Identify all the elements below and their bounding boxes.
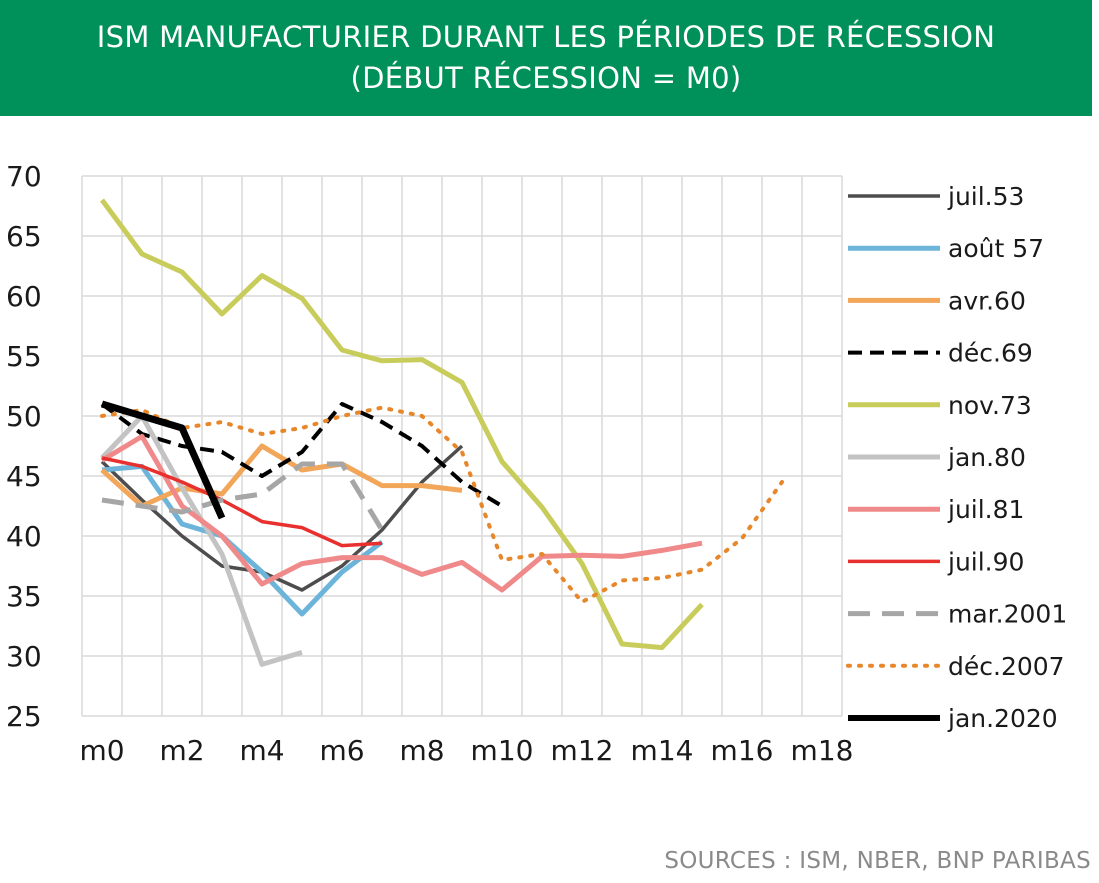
series-line-6 bbox=[100, 433, 703, 593]
legend-label: déc.2007 bbox=[948, 652, 1065, 681]
y-tick-label: 25 bbox=[6, 700, 42, 733]
legend-label: juil.81 bbox=[947, 495, 1024, 524]
series-line-4 bbox=[99, 198, 704, 651]
legend-label: nov.73 bbox=[948, 391, 1032, 420]
series-line-1 bbox=[101, 463, 384, 617]
legend-label: juil.90 bbox=[947, 547, 1024, 576]
series-line-8 bbox=[101, 461, 385, 532]
series-line-2 bbox=[100, 443, 463, 509]
y-tick-label: 45 bbox=[6, 460, 42, 493]
series-line-7 bbox=[101, 456, 383, 548]
title-banner: ISM MANUFACTURIER DURANT LES PÉRIODES DE… bbox=[0, 0, 1092, 116]
x-tick-label: m14 bbox=[631, 734, 694, 767]
y-tick-label: 35 bbox=[6, 580, 42, 613]
legend-label: avr.60 bbox=[948, 286, 1026, 315]
source-note: SOURCES : ISM, NBER, BNP PARIBAS bbox=[664, 848, 1091, 874]
x-tick-label: m4 bbox=[239, 734, 284, 767]
chart-title-line2: (DÉBUT RÉCESSION = M0) bbox=[350, 61, 742, 95]
y-tick-label: 65 bbox=[6, 220, 42, 253]
y-tick-label: 60 bbox=[6, 280, 42, 313]
x-tick-label: m2 bbox=[159, 734, 204, 767]
legend-label: août 57 bbox=[948, 234, 1044, 263]
series-line-10 bbox=[100, 400, 226, 520]
series-line-9 bbox=[100, 405, 784, 604]
x-tick-label: m12 bbox=[551, 734, 614, 767]
legend-label: jan.2020 bbox=[947, 704, 1058, 733]
x-tick-label: m8 bbox=[399, 734, 444, 767]
legend-label: déc.69 bbox=[948, 339, 1033, 368]
series-line-3 bbox=[100, 402, 504, 508]
y-tick-label: 30 bbox=[6, 640, 42, 673]
y-tick-label: 40 bbox=[6, 520, 42, 553]
legend-label: jan.80 bbox=[947, 443, 1026, 472]
x-tick-label: m0 bbox=[79, 734, 124, 767]
chart-title-line1: ISM MANUFACTURIER DURANT LES PÉRIODES DE… bbox=[96, 20, 996, 54]
x-tick-label: m6 bbox=[319, 734, 364, 767]
y-tick-label: 55 bbox=[6, 340, 42, 373]
legend-label: mar.2001 bbox=[948, 600, 1067, 629]
y-tick-label: 70 bbox=[6, 160, 42, 193]
y-tick-label: 50 bbox=[6, 400, 42, 433]
x-tick-label: m16 bbox=[711, 734, 774, 767]
x-tick-label: m18 bbox=[791, 734, 854, 767]
x-tick-label: m10 bbox=[471, 734, 534, 767]
series-line-0 bbox=[100, 444, 464, 592]
legend-label: juil.53 bbox=[947, 182, 1024, 211]
